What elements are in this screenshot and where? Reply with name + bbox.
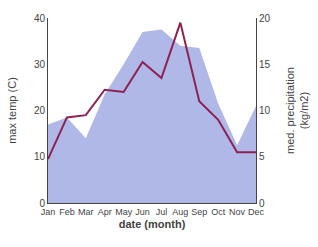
svg-text:0: 0	[39, 198, 45, 209]
svg-text:Jun: Jun	[135, 207, 150, 217]
svg-text:5: 5	[259, 151, 265, 162]
svg-text:10: 10	[259, 105, 271, 116]
svg-text:max temp (C): max temp (C)	[6, 77, 18, 144]
svg-text:Nov: Nov	[229, 207, 246, 217]
svg-text:10: 10	[34, 151, 46, 162]
svg-text:0: 0	[259, 198, 265, 209]
svg-text:Apr: Apr	[98, 207, 112, 217]
svg-text:Dec: Dec	[248, 207, 265, 217]
svg-text:Jul: Jul	[156, 207, 168, 217]
svg-text:Aug: Aug	[172, 207, 188, 217]
svg-text:Oct: Oct	[211, 207, 226, 217]
svg-text:med. precipitation(kg/m2): med. precipitation(kg/m2)	[284, 67, 310, 154]
svg-text:Sep: Sep	[191, 207, 207, 217]
svg-text:Mar: Mar	[78, 207, 94, 217]
svg-text:15: 15	[259, 59, 271, 70]
svg-text:20: 20	[34, 105, 46, 116]
svg-text:20: 20	[259, 13, 271, 24]
svg-text:30: 30	[34, 59, 46, 70]
svg-text:Jan: Jan	[41, 207, 56, 217]
svg-text:Feb: Feb	[59, 207, 75, 217]
svg-text:40: 40	[34, 13, 46, 24]
svg-text:date (month): date (month)	[119, 218, 186, 230]
svg-text:May: May	[115, 207, 133, 217]
